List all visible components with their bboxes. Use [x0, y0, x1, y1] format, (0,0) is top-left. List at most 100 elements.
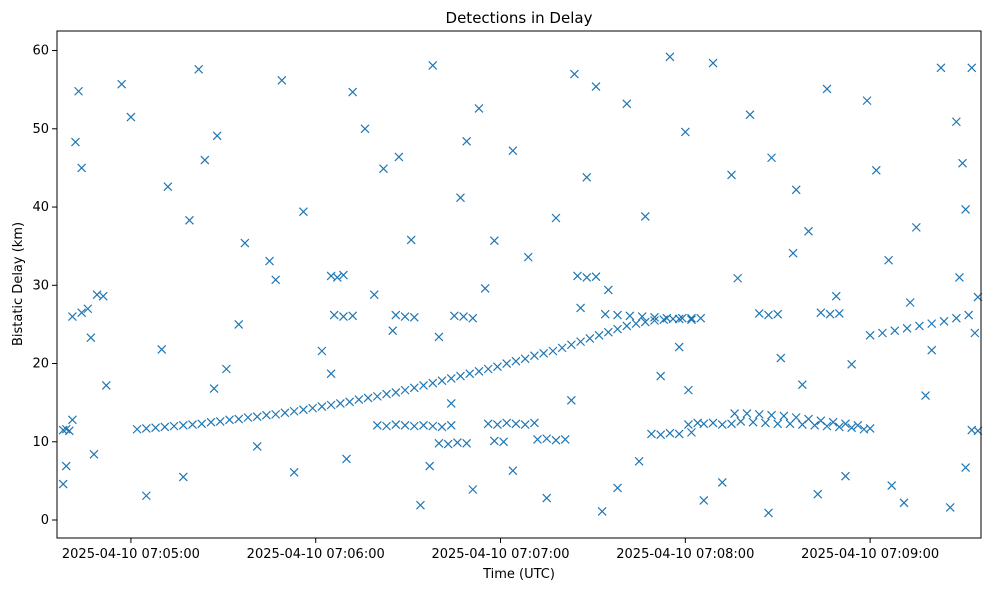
- data-points: [58, 52, 983, 518]
- data-point: [372, 420, 382, 430]
- data-point: [480, 283, 490, 293]
- data-point: [234, 414, 244, 424]
- data-point: [813, 489, 823, 499]
- x-axis-label: Time (UTC): [482, 567, 555, 582]
- data-point: [178, 420, 188, 430]
- data-point: [551, 213, 561, 223]
- data-point: [462, 438, 472, 448]
- data-point: [736, 416, 746, 426]
- data-point: [822, 421, 832, 431]
- data-point: [647, 429, 656, 439]
- y-axis: 0 10 20 30 40 50 60: [32, 44, 57, 528]
- data-point: [419, 420, 428, 430]
- data-point: [409, 421, 419, 431]
- data-point: [262, 410, 271, 420]
- data-point: [141, 424, 151, 433]
- data-point: [428, 61, 438, 70]
- data-point: [520, 420, 530, 429]
- data-point: [955, 273, 964, 282]
- data-point: [391, 310, 401, 320]
- data-point: [511, 419, 521, 429]
- data-point: [354, 395, 364, 404]
- data-point: [194, 64, 204, 74]
- data-point: [67, 312, 77, 322]
- data-point: [921, 391, 930, 401]
- data-point: [474, 104, 484, 113]
- data-point: [197, 419, 207, 429]
- data-point: [382, 389, 391, 399]
- data-point: [674, 429, 684, 439]
- data-point: [591, 272, 601, 282]
- data-point: [687, 313, 696, 323]
- data-point: [465, 369, 475, 379]
- data-point: [951, 313, 961, 323]
- data-point: [779, 411, 789, 421]
- data-point: [437, 376, 447, 386]
- data-point: [289, 467, 299, 477]
- data-point: [252, 412, 262, 422]
- data-point: [961, 463, 971, 473]
- data-point: [298, 405, 308, 415]
- data-point: [831, 291, 841, 301]
- data-point: [613, 324, 622, 334]
- data-point: [573, 271, 582, 281]
- data-point: [905, 298, 915, 307]
- data-point: [958, 158, 967, 168]
- data-point: [400, 385, 410, 395]
- data-point: [603, 285, 613, 295]
- data-point: [391, 420, 401, 429]
- data-point: [625, 311, 635, 321]
- x-tick-label: 2025-04-10 07:07:00: [431, 547, 569, 562]
- data-point: [776, 353, 786, 363]
- data-point: [265, 256, 274, 266]
- data-point: [151, 423, 160, 433]
- data-point: [727, 419, 736, 429]
- data-point: [847, 423, 857, 433]
- data-point: [871, 165, 881, 175]
- data-point: [416, 500, 425, 510]
- data-point: [650, 316, 659, 325]
- data-point: [665, 52, 675, 62]
- data-point: [548, 346, 558, 356]
- data-point: [437, 422, 447, 432]
- y-tick-label: 20: [32, 357, 49, 372]
- data-point: [699, 496, 709, 505]
- data-point: [576, 337, 586, 347]
- data-point: [298, 207, 308, 217]
- data-point: [271, 275, 281, 285]
- data-point: [637, 312, 647, 322]
- data-point: [825, 309, 835, 319]
- data-point: [708, 58, 718, 68]
- data-point: [468, 313, 478, 323]
- data-point: [382, 421, 391, 431]
- data-point: [687, 315, 696, 325]
- data-point: [67, 415, 77, 425]
- data-point: [502, 418, 512, 428]
- data-point: [446, 373, 456, 383]
- x-tick-label: 2025-04-10 07:08:00: [616, 547, 754, 562]
- data-point: [462, 136, 472, 146]
- data-point: [400, 312, 410, 322]
- data-point: [77, 163, 87, 173]
- data-point: [215, 416, 225, 426]
- data-point: [945, 503, 955, 512]
- data-point: [745, 110, 755, 120]
- data-point: [859, 424, 869, 434]
- data-point: [914, 321, 924, 331]
- data-point: [677, 313, 687, 323]
- data-point: [400, 420, 410, 430]
- data-point: [339, 270, 348, 280]
- data-point: [332, 273, 342, 282]
- data-point: [117, 79, 127, 89]
- data-point: [169, 421, 179, 431]
- data-point: [434, 438, 444, 448]
- data-point: [533, 434, 542, 444]
- data-point: [209, 384, 219, 393]
- data-point: [126, 112, 136, 122]
- data-point: [363, 393, 373, 403]
- data-point: [474, 366, 484, 376]
- data-point: [585, 334, 595, 343]
- data-point: [708, 418, 718, 428]
- data-point: [178, 472, 188, 482]
- data-point: [887, 481, 897, 491]
